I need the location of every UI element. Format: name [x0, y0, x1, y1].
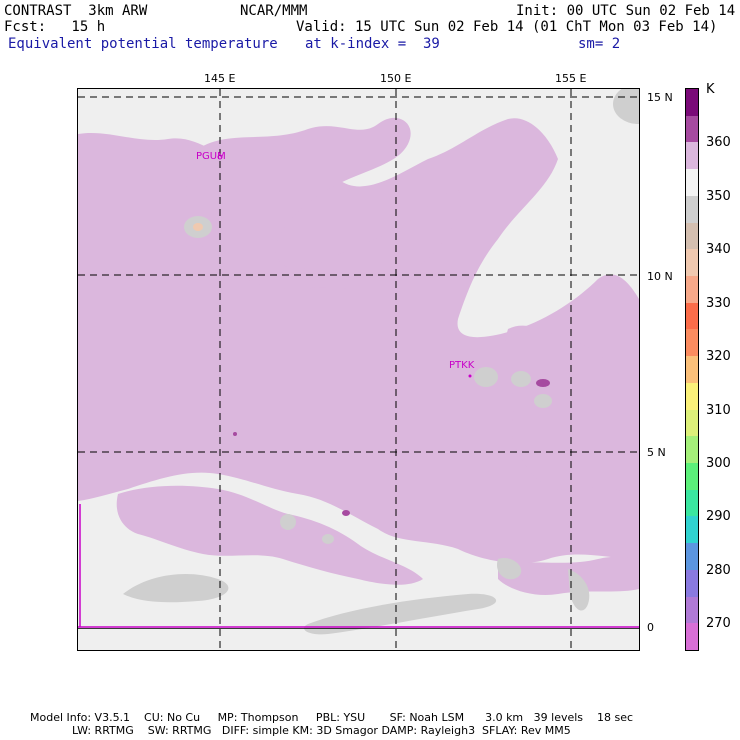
theta-e-cell-gray: [280, 514, 296, 530]
colorbar-swatch: [686, 302, 698, 330]
colorbar-swatch: [686, 276, 698, 304]
colorbar-level-label: 290: [706, 509, 731, 525]
lon-label-150: 150 E: [380, 72, 412, 85]
colorbar-level-label: 300: [706, 456, 731, 471]
colorbar-level-label: 330: [706, 295, 731, 311]
colorbar-swatch: [686, 436, 698, 464]
lat-label-15n: 15 N: [647, 91, 673, 104]
map-grid: [78, 89, 639, 650]
init-time: Init: 00 UTC Sun 02 Feb 14: [516, 3, 736, 19]
theta-e-cell-max: [342, 510, 350, 516]
colorbar-level-label: 310: [706, 402, 731, 418]
lat-label-10n: 10 N: [647, 270, 673, 283]
theta-e-field: [78, 89, 639, 650]
station-label-pgum: PGUM: [196, 151, 226, 162]
theta-e-region-north: [186, 117, 461, 290]
theta-e-cell-warm: [193, 223, 203, 231]
colorbar-level-label: 320: [706, 349, 731, 365]
colorbar-swatch: [686, 516, 698, 544]
colorbar-swatch: [686, 195, 698, 224]
valid-time: Valid: 15 UTC Sun 02 Feb 14 (01 ChT Mon …: [296, 19, 718, 35]
colorbar-swatch: [686, 596, 698, 624]
theta-e-cell-max: [536, 379, 550, 387]
colorbar-swatch: [686, 169, 698, 197]
station-marker-ptkk: [468, 374, 472, 378]
lat-label-0: 0: [647, 621, 654, 634]
colorbar-swatch: [686, 356, 698, 384]
colorbar-swatch: [686, 409, 698, 437]
model-title: CONTRAST 3km ARW: [4, 3, 148, 19]
organization: NCAR/MMM: [240, 3, 308, 19]
colorbar-level-label: 280: [706, 562, 731, 578]
colorbar-swatch: [686, 623, 698, 651]
theta-e-cell-gray: [534, 394, 552, 408]
smoothing-info: sm= 2: [578, 36, 621, 52]
colorbar-swatch: [686, 115, 698, 143]
colorbar-level-label: 350: [706, 188, 731, 204]
theta-e-band-gray: [568, 569, 590, 611]
colorbar-level-label: 360: [706, 135, 731, 151]
colorbar-swatch: [686, 543, 698, 571]
station-marker-pgum: [217, 154, 223, 160]
colorbar-swatch: [686, 329, 698, 357]
field-name: Equivalent potential temperature: [8, 36, 278, 52]
lat-label-5n: 5 N: [647, 446, 666, 459]
theta-e-cell-gray: [474, 367, 498, 387]
map-panel: PGUM PTKK: [77, 88, 640, 651]
colorbar-level-label: 270: [706, 616, 731, 632]
colorbar-swatch: [686, 382, 698, 411]
colorbar: [685, 88, 699, 651]
theta-e-cell-gray: [613, 89, 639, 124]
colorbar-swatch: [686, 463, 698, 491]
colorbar-swatch: [686, 569, 698, 598]
theta-e-band-gray: [123, 574, 229, 603]
forecast-hour: Fcst: 15 h: [4, 19, 106, 35]
station-label-ptkk: PTKK: [449, 360, 475, 371]
theta-e-cell-gray: [322, 534, 334, 544]
lon-label-145: 145 E: [204, 72, 236, 85]
model-info-line2: LW: RRTMG SW: RRTMG DIFF: simple KM: 3D …: [72, 724, 571, 737]
colorbar-swatch: [686, 142, 698, 170]
theta-e-band-gray: [497, 558, 522, 580]
colorbar-level-label: 340: [706, 242, 731, 258]
theta-e-cell-max: [233, 432, 237, 436]
theta-e-region-south: [116, 485, 424, 585]
colorbar-swatch: [686, 249, 698, 277]
theta-e-cell-gray: [511, 371, 531, 387]
colorbar-swatch: [686, 222, 698, 250]
model-info-line1: Model Info: V3.5.1 CU: No Cu MP: Thompso…: [30, 711, 634, 724]
theta-e-region-east: [505, 325, 639, 491]
colorbar-unit: K: [706, 82, 715, 97]
theta-e-band-gray: [304, 593, 497, 635]
colorbar-swatch: [686, 489, 698, 517]
colorbar-swatch: [686, 89, 698, 117]
level-info: at k-index = 39: [305, 36, 440, 52]
theta-e-region-southeast: [498, 556, 639, 595]
lon-label-155: 155 E: [555, 72, 587, 85]
